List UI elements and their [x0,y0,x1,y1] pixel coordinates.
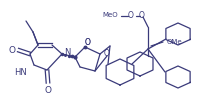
Text: OMe: OMe [167,39,183,45]
Text: O: O [85,38,91,47]
Text: O: O [45,86,52,95]
Text: O: O [128,10,134,19]
Text: N: N [64,48,70,57]
Text: O: O [139,10,145,19]
Text: O: O [104,49,110,58]
Text: HN: HN [14,68,27,77]
Text: O: O [85,38,91,47]
Text: MeO: MeO [102,12,118,18]
Text: O: O [9,46,16,55]
